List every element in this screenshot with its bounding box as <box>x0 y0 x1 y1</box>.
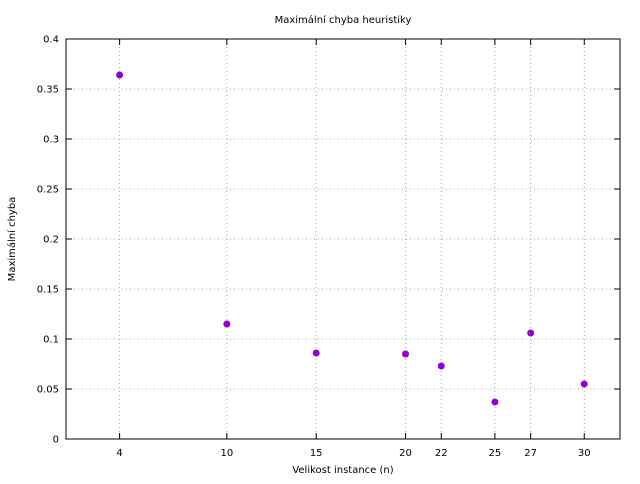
data-point <box>116 71 124 79</box>
y-tick-label: 0 <box>53 435 59 446</box>
data-point <box>580 380 588 388</box>
data-point <box>402 350 410 358</box>
chart-title: Maximální chyba heuristiky <box>275 14 412 26</box>
data-point <box>312 349 320 357</box>
x-tick-label: 20 <box>399 448 412 459</box>
y-tick-label: 0.1 <box>43 335 59 346</box>
y-tick-label: 0.2 <box>43 235 59 246</box>
data-point <box>223 320 231 328</box>
y-axis-label: Maximální chyba <box>6 197 18 282</box>
data-point <box>527 329 535 337</box>
x-tick-label: 4 <box>116 448 122 459</box>
y-tick-label: 0.25 <box>37 185 59 196</box>
data-point <box>437 362 445 370</box>
x-tick-label: 27 <box>524 448 537 459</box>
x-tick-label: 25 <box>489 448 502 459</box>
y-tick-label: 0.05 <box>37 385 59 396</box>
x-tick-label: 30 <box>578 448 591 459</box>
axis-ticks: 0 0.05 0.1 0.15 0.2 0.25 0.3 0.35 0.4 4 10 15 20 22 25… <box>37 35 620 459</box>
x-tick-label: 22 <box>435 448 448 459</box>
x-tick-label: 10 <box>220 448 233 459</box>
x-tick-label: 15 <box>310 448 323 459</box>
y-tick-label: 0.3 <box>43 135 59 146</box>
grid <box>66 39 620 439</box>
y-tick-label: 0.4 <box>43 35 59 46</box>
x-axis-label: Velikost instance (n) <box>292 465 393 476</box>
data-point <box>491 398 499 406</box>
y-tick-label: 0.35 <box>37 85 59 96</box>
y-tick-label: 0.15 <box>37 285 59 296</box>
data-points <box>116 71 588 406</box>
